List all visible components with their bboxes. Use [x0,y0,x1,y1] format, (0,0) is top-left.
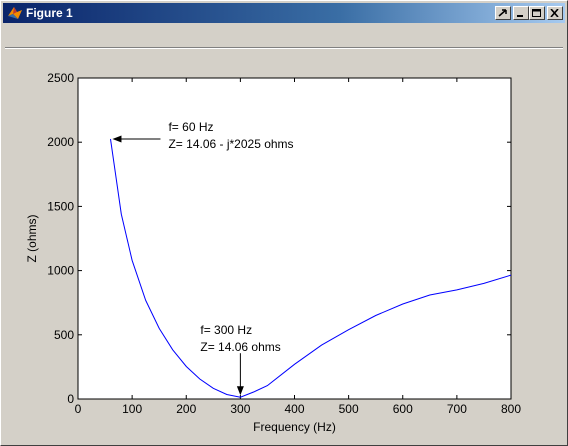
minimize-icon [517,15,523,17]
title-bar[interactable]: Figure 1 [3,3,565,23]
dock-button[interactable] [495,6,511,20]
x-tick-label: 600 [393,402,413,416]
x-tick-label: 400 [284,402,304,416]
minimize-button[interactable] [513,6,529,20]
axis-ticks: 0 100 200 300 400 500 600 700 800 0 500 1000 1500 200… [47,71,521,416]
annotation-arrowhead [236,386,244,396]
matlab-logo-icon [8,7,22,19]
maximize-button[interactable] [529,6,545,20]
series-lines [110,138,512,398]
impedance-series-line [110,138,512,398]
maximize-icon [532,9,541,17]
annotation-text: f= 60 Hz [168,120,213,134]
x-tick-label: 800 [501,402,521,416]
y-tick-label: 0 [67,392,74,406]
x-axis-label: Frequency (Hz) [253,420,336,434]
annotations: f= 60 Hz Z= 14.06 - j*2025 ohms f= 300 Hz Z… [112,120,294,396]
y-tick-label: 2000 [47,135,74,149]
y-tick-label: 2500 [47,71,74,85]
window-title: Figure 1 [26,6,73,20]
y-axis-label: Z (ohms) [25,214,39,262]
y-tick-label: 1000 [47,264,74,278]
close-button[interactable] [547,6,563,20]
dock-icon [498,9,507,17]
x-tick-label: 0 [75,402,82,416]
toolbar-separator [5,47,563,49]
annotation-text: f= 300 Hz [200,323,252,337]
x-tick-label: 200 [176,402,196,416]
y-tick-label: 500 [54,328,74,342]
plot-area [77,77,512,400]
y-tick-label: 1500 [47,199,74,213]
x-tick-label: 700 [447,402,467,416]
x-tick-label: 500 [339,402,359,416]
close-icon [550,9,559,17]
x-tick-label: 300 [230,402,250,416]
annotation-text: Z= 14.06 ohms [200,340,280,354]
annotation-text: Z= 14.06 - j*2025 ohms [168,137,293,151]
annotation-arrowhead [112,135,122,143]
x-tick-label: 100 [122,402,142,416]
